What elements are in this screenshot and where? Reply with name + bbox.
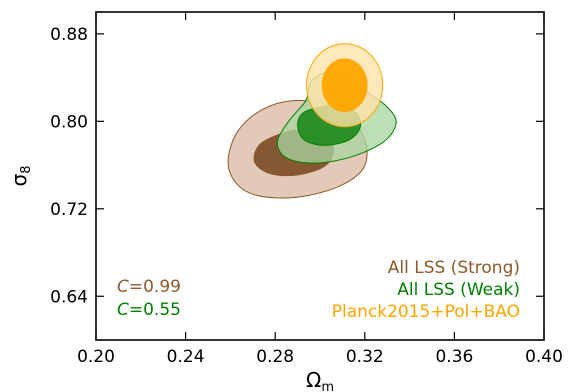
x-tick-label: 0.20 xyxy=(77,347,115,367)
y-tick-label: 0.80 xyxy=(50,112,88,132)
legend-entry-1: All LSS (Weak) xyxy=(397,280,520,300)
y-axis-label: σ8 xyxy=(7,166,34,187)
series-2-inner-contour xyxy=(321,58,368,112)
tick-label-layer: 0.20 0.24 0.28 0.32 0.36 0.40 0.64 0.72 0.80 0.88 xyxy=(50,25,563,367)
plot-frame xyxy=(95,11,545,341)
x-axis-label: Ωm xyxy=(306,368,334,392)
contour-layer xyxy=(227,43,397,199)
y-tick-label: 0.72 xyxy=(50,200,88,220)
plot-layer xyxy=(227,43,397,199)
legend-entry-2: Planck2015+Pol+BAO xyxy=(332,302,520,322)
x-tick-label: 0.40 xyxy=(525,347,563,367)
x-tick-label: 0.32 xyxy=(346,347,384,367)
y-tick-label: 0.64 xyxy=(50,287,88,307)
y-tick-label: 0.88 xyxy=(50,25,88,45)
x-tick-label: 0.28 xyxy=(256,347,294,367)
tick-layer xyxy=(95,12,545,340)
correlation-label-1: C=0.55 xyxy=(117,300,181,320)
legend: All LSS (Strong)All LSS (Weak)Planck2015… xyxy=(332,258,520,322)
x-tick-label: 0.24 xyxy=(167,347,205,367)
correlation-annotations: C=0.99 C=0.55 xyxy=(117,277,181,320)
x-tick-label: 0.36 xyxy=(435,347,473,367)
legend-entry-0: All LSS (Strong) xyxy=(388,258,520,278)
correlation-label-0: C=0.99 xyxy=(117,277,181,297)
